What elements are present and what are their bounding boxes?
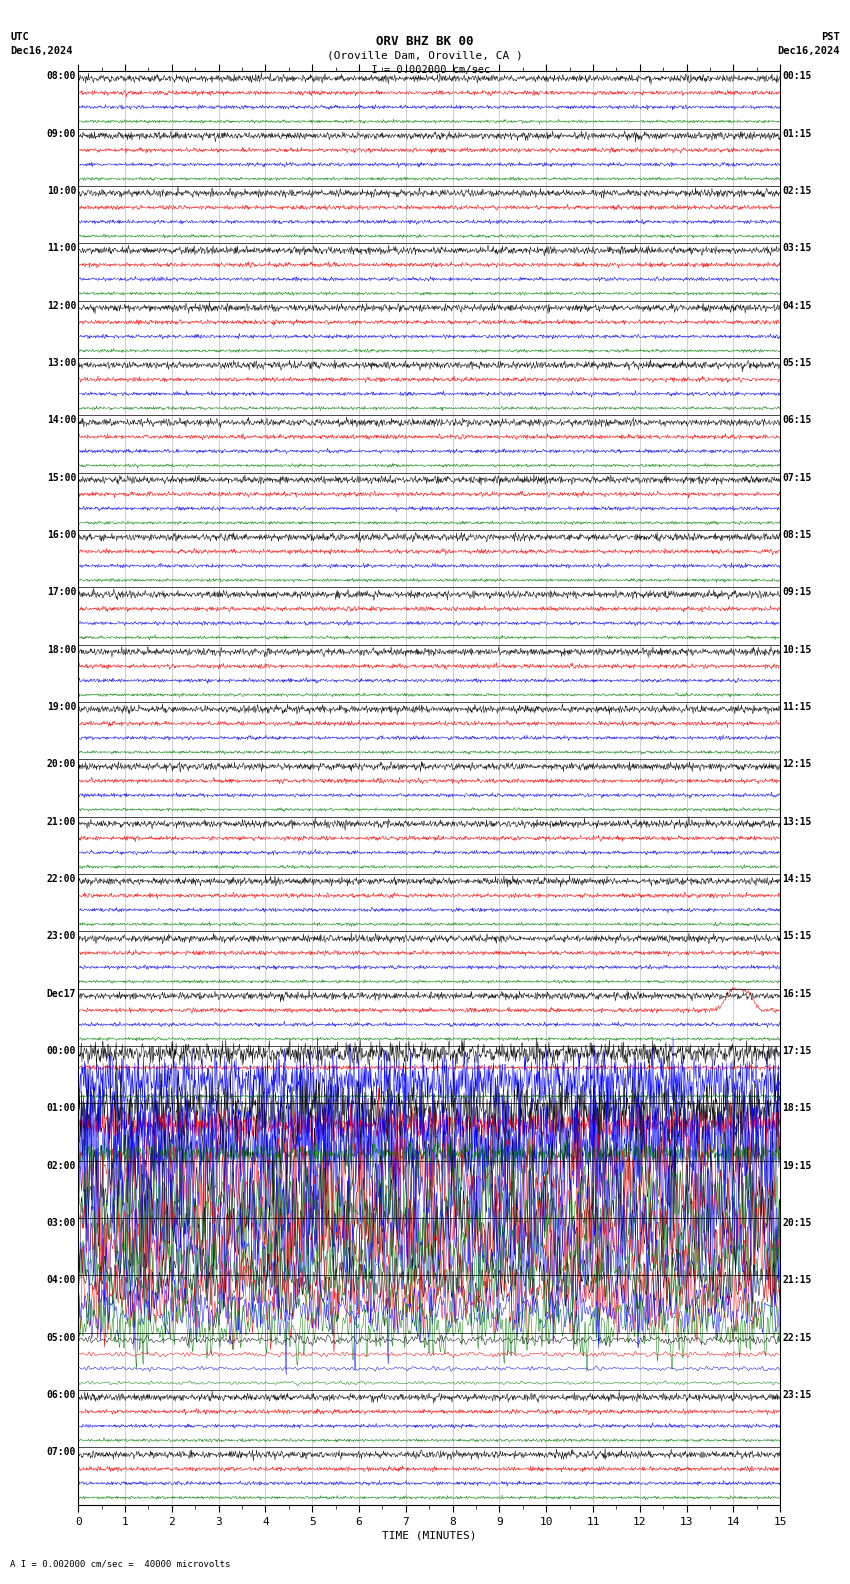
Text: 17:15: 17:15 [782, 1045, 812, 1057]
Text: ORV BHZ BK 00: ORV BHZ BK 00 [377, 35, 473, 48]
Text: 16:15: 16:15 [782, 988, 812, 1000]
Text: 10:00: 10:00 [47, 185, 76, 196]
Text: 23:00: 23:00 [47, 931, 76, 941]
Text: PST: PST [821, 32, 840, 41]
Text: 08:15: 08:15 [782, 531, 812, 540]
Text: 23:15: 23:15 [782, 1391, 812, 1400]
Text: 17:00: 17:00 [47, 588, 76, 597]
Text: 06:00: 06:00 [47, 1391, 76, 1400]
Text: 18:00: 18:00 [47, 645, 76, 654]
Text: 02:00: 02:00 [47, 1161, 76, 1171]
Text: 16:00: 16:00 [47, 531, 76, 540]
Text: (Oroville Dam, Oroville, CA ): (Oroville Dam, Oroville, CA ) [327, 51, 523, 60]
Text: Dec16,2024: Dec16,2024 [10, 46, 73, 55]
Text: 12:15: 12:15 [782, 759, 812, 770]
Text: 22:00: 22:00 [47, 874, 76, 884]
Text: 01:00: 01:00 [47, 1104, 76, 1114]
Text: 12:00: 12:00 [47, 301, 76, 310]
Text: 01:15: 01:15 [782, 128, 812, 139]
Text: 21:15: 21:15 [782, 1275, 812, 1286]
Text: 10:15: 10:15 [782, 645, 812, 654]
Text: 00:00: 00:00 [47, 1045, 76, 1057]
Text: A I = 0.002000 cm/sec =  40000 microvolts: A I = 0.002000 cm/sec = 40000 microvolts [10, 1559, 230, 1568]
Text: 03:15: 03:15 [782, 244, 812, 253]
Text: 05:00: 05:00 [47, 1332, 76, 1343]
Text: 15:00: 15:00 [47, 472, 76, 483]
Text: 13:15: 13:15 [782, 817, 812, 827]
Text: 07:15: 07:15 [782, 472, 812, 483]
Text: 21:00: 21:00 [47, 817, 76, 827]
Text: 11:00: 11:00 [47, 244, 76, 253]
Text: 14:15: 14:15 [782, 874, 812, 884]
Text: 04:15: 04:15 [782, 301, 812, 310]
Text: 02:15: 02:15 [782, 185, 812, 196]
Text: 14:00: 14:00 [47, 415, 76, 426]
Text: 18:15: 18:15 [782, 1104, 812, 1114]
Text: 19:00: 19:00 [47, 702, 76, 713]
Text: 05:15: 05:15 [782, 358, 812, 367]
Text: UTC: UTC [10, 32, 29, 41]
Text: 20:00: 20:00 [47, 759, 76, 770]
Text: 09:15: 09:15 [782, 588, 812, 597]
Text: 03:00: 03:00 [47, 1218, 76, 1228]
Text: Dec16,2024: Dec16,2024 [777, 46, 840, 55]
Text: 04:00: 04:00 [47, 1275, 76, 1286]
Text: 20:15: 20:15 [782, 1218, 812, 1228]
Text: 00:15: 00:15 [782, 71, 812, 81]
Text: 11:15: 11:15 [782, 702, 812, 713]
Text: 15:15: 15:15 [782, 931, 812, 941]
Text: 22:15: 22:15 [782, 1332, 812, 1343]
Text: 08:00: 08:00 [47, 71, 76, 81]
Text: 06:15: 06:15 [782, 415, 812, 426]
Text: 13:00: 13:00 [47, 358, 76, 367]
X-axis label: TIME (MINUTES): TIME (MINUTES) [382, 1530, 477, 1541]
Text: I = 0.002000 cm/sec: I = 0.002000 cm/sec [360, 65, 490, 74]
Text: 07:00: 07:00 [47, 1448, 76, 1457]
Text: Dec17: Dec17 [47, 988, 76, 1000]
Text: 09:00: 09:00 [47, 128, 76, 139]
Text: 19:15: 19:15 [782, 1161, 812, 1171]
